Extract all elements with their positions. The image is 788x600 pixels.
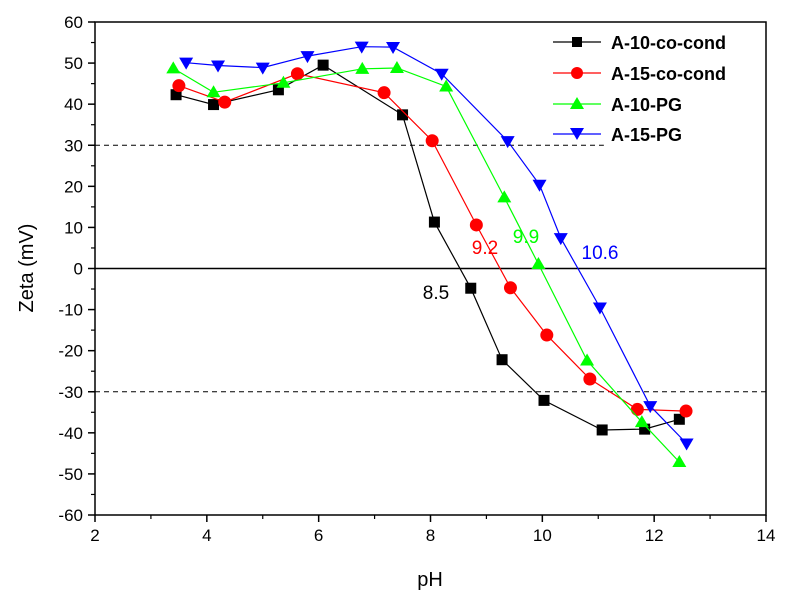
data-point-triangle-down xyxy=(354,41,369,54)
data-point-triangle-up xyxy=(531,256,546,269)
data-point-square xyxy=(208,99,220,111)
data-point-triangle-down xyxy=(434,68,449,81)
data-point-triangle-up xyxy=(389,61,404,74)
legend: A-10-co-cond A-15-co-cond A-10-PG A-15-P… xyxy=(553,33,726,145)
legend-item-a15-pg: A-15-PG xyxy=(553,125,682,145)
x-tick-label: 14 xyxy=(757,526,776,545)
data-point-square xyxy=(170,89,182,101)
y-tick-label: -30 xyxy=(58,383,83,402)
data-point-square xyxy=(465,282,477,294)
data-point-triangle-up xyxy=(206,85,221,98)
y-tick-label: 20 xyxy=(64,177,83,196)
data-point-circle xyxy=(469,218,483,232)
y-tick-label: 30 xyxy=(64,136,83,155)
legend-label: A-10-PG xyxy=(611,95,682,115)
legend-label: A-15-PG xyxy=(611,125,682,145)
y-tick-label: -60 xyxy=(58,506,83,525)
data-point-triangle-down xyxy=(179,57,194,70)
axis-tick-labels: 2 4 6 8 10 12 14 -60 -50 -40 -30 -20 -10 0 10 20 30 40 50 6… xyxy=(58,13,775,545)
data-point-triangle-up xyxy=(497,190,512,203)
data-point-triangle-up xyxy=(355,61,370,74)
data-point-circle xyxy=(218,95,232,109)
data-point-triangle-down xyxy=(211,60,226,73)
annotation-a10-cocond: 8.5 xyxy=(423,283,449,304)
data-point-triangle-up xyxy=(276,75,291,88)
data-point-triangle-down xyxy=(553,233,568,246)
data-point-square xyxy=(428,216,440,228)
data-point-square xyxy=(496,354,508,366)
legend-label: A-15-co-cond xyxy=(611,64,726,84)
legend-marker-square xyxy=(572,37,582,47)
x-tick-label: 6 xyxy=(314,526,323,545)
annotation-a10-pg: 9.9 xyxy=(513,227,539,248)
data-point-circle xyxy=(540,328,554,342)
data-point-triangle-up xyxy=(672,455,687,468)
legend-marker-triangle-down xyxy=(570,128,584,140)
y-tick-label: -40 xyxy=(58,424,83,443)
data-point-triangle-down xyxy=(592,302,607,315)
data-point-circle xyxy=(425,134,439,148)
y-axis-title: Zeta (mV) xyxy=(16,224,38,313)
data-point-square xyxy=(272,84,284,96)
legend-label: A-10-co-cond xyxy=(611,33,726,53)
y-tick-label: 0 xyxy=(74,260,83,279)
data-point-square xyxy=(538,394,550,406)
data-point-circle xyxy=(583,372,597,386)
x-tick-label: 8 xyxy=(426,526,435,545)
annotation-a15-cocond: 9.2 xyxy=(472,238,498,259)
reference-lines xyxy=(95,144,766,393)
data-point-circle xyxy=(172,79,186,93)
x-tick-label: 2 xyxy=(90,526,99,545)
data-point-triangle-down xyxy=(643,401,658,414)
data-point-circle xyxy=(503,281,517,295)
data-point-square xyxy=(397,109,409,121)
series-line xyxy=(175,64,680,431)
data-point-triangle-down xyxy=(300,51,315,64)
data-point-square xyxy=(673,413,685,425)
data-point-triangle-up xyxy=(580,353,595,366)
legend-item-a15-cocond: A-15-co-cond xyxy=(553,64,726,84)
axis-ticks xyxy=(88,21,767,522)
x-axis-title: pH xyxy=(417,569,443,591)
legend-item-a10-pg: A-10-PG xyxy=(553,95,682,115)
data-point-circle xyxy=(679,404,693,418)
data-point-triangle-up xyxy=(439,79,454,92)
legend-item-a10-cocond: A-10-co-cond xyxy=(553,33,726,53)
y-tick-label: 60 xyxy=(64,13,83,32)
legend-marker-triangle-up xyxy=(570,97,584,109)
y-tick-label: 10 xyxy=(64,218,83,237)
data-point-triangle-down xyxy=(386,42,401,55)
legend-marker-circle xyxy=(571,67,583,79)
annotation-a15-pg: 10.6 xyxy=(582,243,619,264)
data-point-triangle-up xyxy=(166,61,181,74)
data-point-square xyxy=(639,423,651,435)
data-point-triangle-down xyxy=(679,438,694,451)
data-point-circle xyxy=(377,86,391,100)
x-tick-label: 10 xyxy=(533,526,552,545)
series-layer xyxy=(166,41,694,468)
data-point-square xyxy=(596,424,608,436)
x-tick-label: 12 xyxy=(645,526,664,545)
y-tick-label: -50 xyxy=(58,465,83,484)
data-point-square xyxy=(317,59,329,71)
y-tick-label: -20 xyxy=(58,342,83,361)
data-point-triangle-up xyxy=(634,415,649,428)
x-tick-label: 4 xyxy=(202,526,211,545)
data-point-triangle-down xyxy=(532,179,547,192)
data-point-triangle-down xyxy=(255,62,270,75)
y-tick-label: 50 xyxy=(64,54,83,73)
y-tick-label: -10 xyxy=(58,301,83,320)
data-point-triangle-down xyxy=(500,136,515,149)
series-line xyxy=(172,67,680,463)
data-point-circle xyxy=(290,67,304,81)
data-point-circle xyxy=(630,402,644,416)
y-tick-label: 40 xyxy=(64,95,83,114)
